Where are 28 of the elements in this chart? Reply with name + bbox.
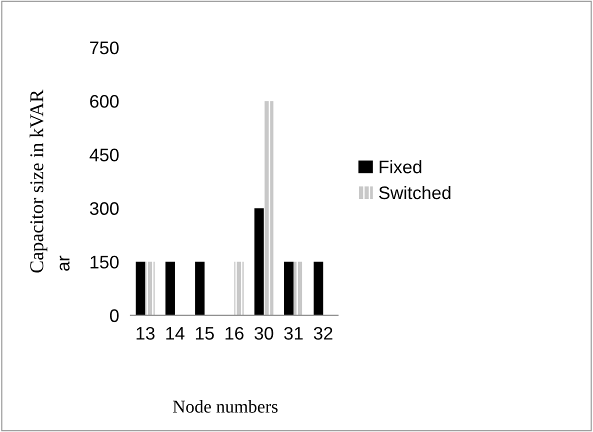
x-tick-label: 31	[284, 326, 303, 340]
text: ar	[60, 256, 70, 271]
x-tick-label: 16	[226, 326, 244, 340]
bar	[165, 262, 175, 316]
x-tick-label: 15	[196, 327, 214, 340]
bar	[264, 101, 274, 316]
bar	[234, 262, 244, 316]
y-tick-label: 0	[110, 309, 119, 322]
bar	[195, 262, 205, 316]
legend-label: Switched	[379, 186, 450, 200]
x-tick-label: 30	[254, 326, 274, 340]
y-tick-label: 600	[90, 95, 119, 108]
x-tick-label: 13	[136, 326, 155, 340]
x-tick-label: 14	[166, 327, 184, 340]
bar	[284, 262, 294, 316]
x-axis-title: Node numbers	[172, 400, 278, 413]
y-tick-label: 150	[90, 256, 119, 269]
y-tick-label: 450	[90, 148, 119, 162]
bar	[294, 262, 304, 316]
y-tick-label: 300	[90, 202, 119, 215]
y-axis-title: Capacitor size in kVAR	[30, 90, 48, 273]
legend-label: Fixed	[380, 160, 422, 174]
bar	[145, 262, 155, 316]
x-tick-label: 32	[314, 326, 332, 340]
bar	[314, 262, 324, 316]
bar	[136, 262, 146, 316]
y-tick-label: 750	[90, 41, 119, 54]
bar	[254, 208, 264, 316]
